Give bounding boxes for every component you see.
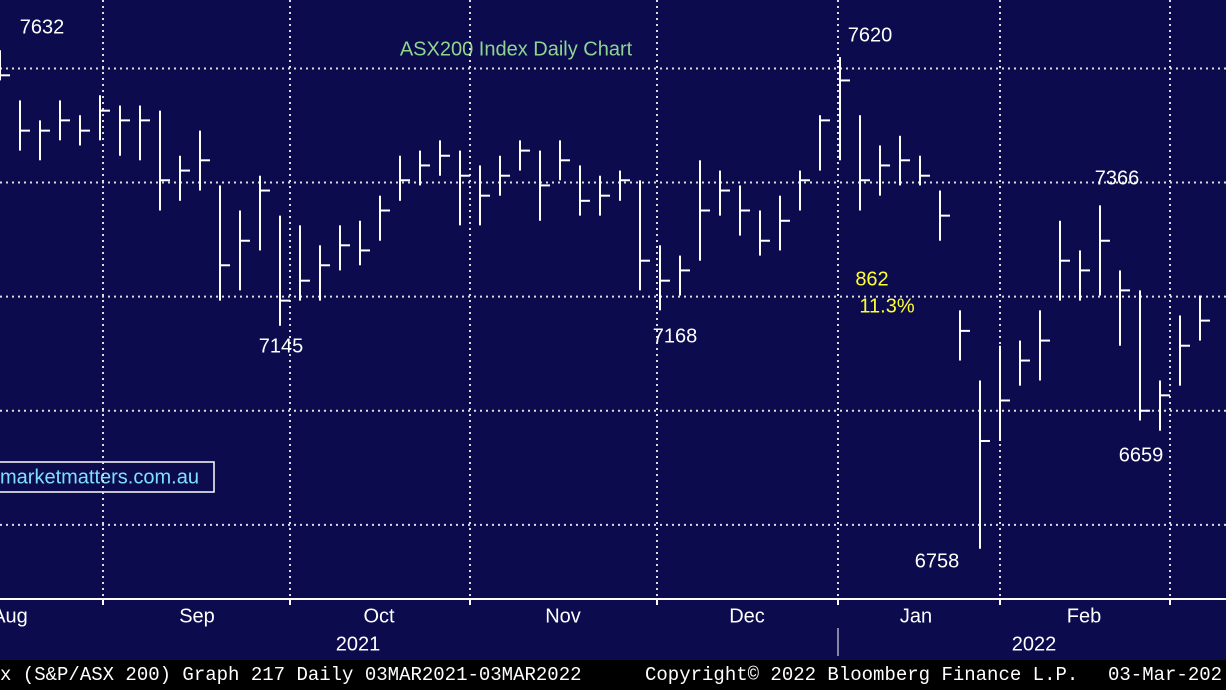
annotation: 7620	[848, 24, 893, 46]
watermark-box	[0, 461, 215, 493]
footer-background	[0, 660, 1226, 690]
annotation: 11.3%	[859, 295, 914, 317]
footer-text: x (S&P/ASX 200) Graph 217 Daily 03MAR202…	[0, 664, 582, 686]
annotation: 7168	[653, 325, 698, 347]
watermark: marketmatters.com.au	[0, 466, 199, 488]
annotation: 7145	[259, 335, 304, 357]
footer-text: 03-Mar-202	[1108, 664, 1222, 686]
annotation: 7366	[1095, 167, 1140, 189]
annotation: 6758	[915, 550, 960, 572]
x-tick-label: Feb	[1067, 605, 1101, 627]
annotation: 7632	[20, 16, 65, 38]
annotation: 862	[855, 268, 888, 290]
year-label: 2021	[336, 633, 381, 655]
footer-text: Copyright© 2022 Bloomberg Finance L.P.	[645, 664, 1078, 686]
x-tick-label: Jan	[900, 605, 932, 627]
chart-title: ASX200 Index Daily Chart	[400, 38, 633, 60]
x-tick-label: Aug	[0, 605, 28, 627]
x-tick-label: Oct	[363, 605, 395, 627]
x-tick-label: Nov	[545, 605, 581, 627]
x-tick-label: Sep	[179, 605, 215, 627]
x-tick-label: Dec	[729, 605, 765, 627]
plot-background	[0, 0, 1226, 660]
year-label: 2022	[1012, 633, 1057, 655]
annotation: 6659	[1119, 444, 1164, 466]
